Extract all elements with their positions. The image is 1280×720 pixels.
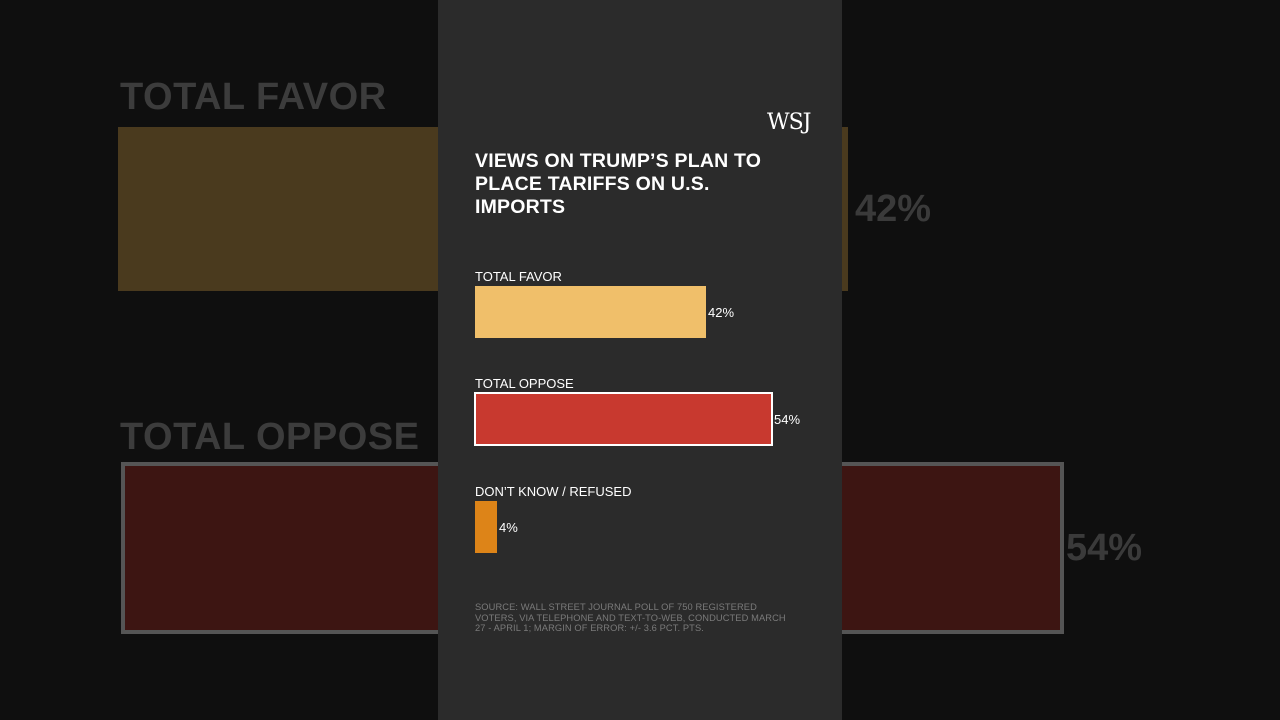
bar <box>475 501 497 553</box>
backdrop-label-favor: TOTAL FAVOR <box>120 76 387 118</box>
backdrop-value-oppose: 54% <box>1066 527 1143 569</box>
backdrop-label-oppose: TOTAL OPPOSE <box>120 416 420 458</box>
value-label: 4% <box>499 520 518 535</box>
category-label: TOTAL FAVOR <box>475 269 562 284</box>
source-note: SOURCE: WALL STREET JOURNAL POLL OF 750 … <box>475 602 786 633</box>
wsj-logo: WSJ <box>767 110 812 135</box>
chart-panel: WSJ VIEWS ON TRUMP’S PLAN TO PLACE TARIF… <box>438 0 842 720</box>
chart-title: VIEWS ON TRUMP’S PLAN TO PLACE TARIFFS O… <box>475 150 762 218</box>
backdrop-value-favor: 42% <box>855 188 932 230</box>
category-label: DON’T KNOW / REFUSED <box>475 484 632 499</box>
value-label: 54% <box>774 412 800 427</box>
category-label: TOTAL OPPOSE <box>475 376 574 391</box>
bar <box>474 392 773 446</box>
bar-chart: TOTAL FAVOR 42% TOTAL OPPOSE 54% DON’T KNOW … <box>474 269 800 553</box>
value-label: 42% <box>708 305 734 320</box>
bar <box>475 286 706 338</box>
